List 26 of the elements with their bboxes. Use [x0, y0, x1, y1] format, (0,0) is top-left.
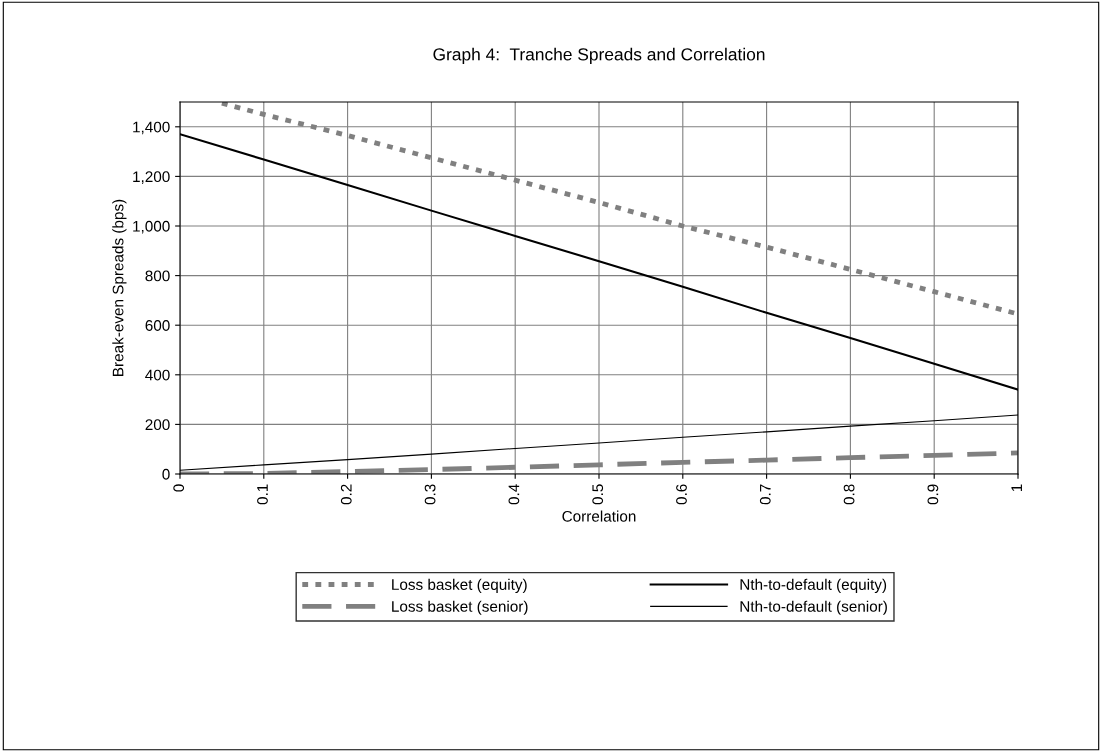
- x-axis-title: Correlation: [562, 510, 636, 522]
- y-tick-label: 400: [145, 369, 170, 381]
- x-tick-label: 0.1: [257, 484, 268, 505]
- x-tick-label: 0.5: [592, 484, 604, 505]
- y-tick-label: 1,400: [133, 121, 170, 135]
- legend-label: Nth-to-default (senior): [740, 600, 887, 615]
- y-tick-label: 0: [162, 468, 170, 480]
- y-tick-label: 600: [145, 320, 170, 331]
- x-tick-label: 0.6: [676, 484, 687, 505]
- chart-title: Graph 4: Tranche Spreads and Correlation: [433, 47, 765, 64]
- y-axis-title: Break-even Spreads (bps): [112, 199, 127, 376]
- x-tick-label: 0.2: [340, 484, 352, 505]
- x-tick-label: 0.9: [927, 484, 939, 505]
- x-tick-label: 0: [173, 484, 185, 492]
- x-tick-label: 1: [1011, 484, 1022, 492]
- x-tick-label: 0.4: [508, 484, 520, 505]
- y-tick-label: 1,000: [133, 220, 170, 234]
- legend-label: Loss basket (equity): [392, 578, 527, 593]
- y-tick-label: 1,200: [133, 171, 170, 184]
- x-tick-label: 0.7: [759, 484, 771, 505]
- legend-label: Nth-to-default (equity): [740, 578, 887, 593]
- y-tick-label: 200: [145, 419, 170, 431]
- legend-label: Loss basket (senior): [392, 600, 528, 615]
- x-tick-label: 0.8: [843, 484, 855, 505]
- y-tick-label: 800: [145, 270, 170, 282]
- x-tick-label: 0.3: [424, 484, 436, 505]
